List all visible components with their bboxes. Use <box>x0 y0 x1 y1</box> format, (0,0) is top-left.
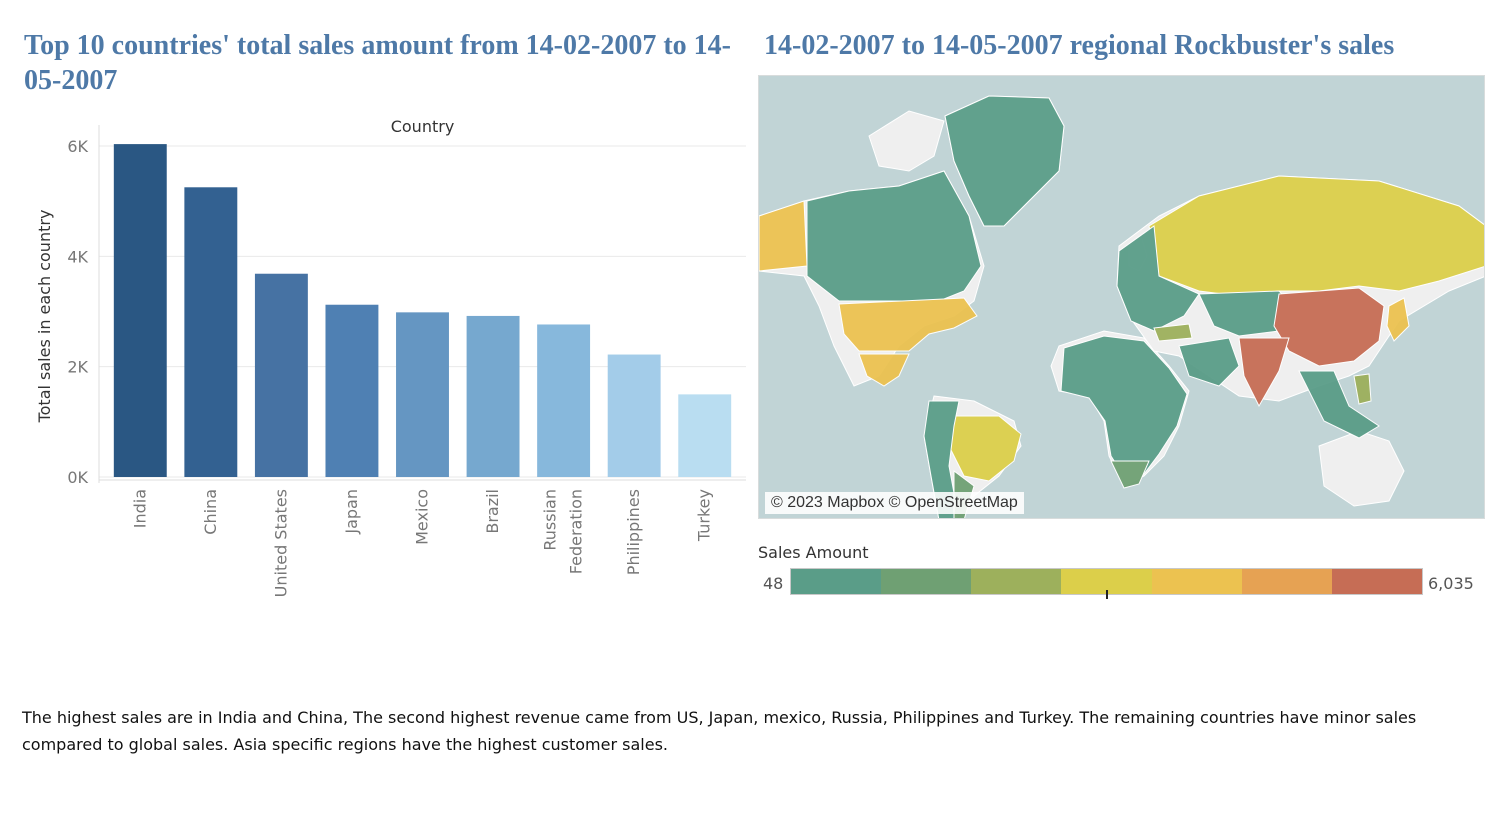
x-tick-label: Russian <box>541 489 560 551</box>
map-region-philippines <box>1353 373 1372 405</box>
y-tick-label: 0K <box>67 468 88 487</box>
summary-text: The highest sales are in India and China… <box>22 708 1417 754</box>
y-tick-label: 4K <box>67 247 88 266</box>
x-tick-label: Federation <box>567 489 586 574</box>
world-map <box>759 95 1484 518</box>
map-region-russia <box>1148 175 1484 297</box>
bar-chart: Country 0K 2K 4K 6K Total sales in each count… <box>35 117 746 597</box>
legend-swatch <box>1331 569 1422 594</box>
chart-heading: Country <box>391 117 455 136</box>
bar-chart-title: Top 10 countries' total sales amount fro… <box>24 30 731 96</box>
x-tick-label: Turkey <box>695 489 714 542</box>
bar-united-states <box>254 273 308 477</box>
x-tick-label: China <box>201 489 220 535</box>
y-tick-label: 6K <box>67 137 88 156</box>
bar-india <box>113 144 167 477</box>
x-tick-label: Brazil <box>483 489 502 534</box>
map-land-arctic-islands <box>868 110 945 172</box>
map-region-southeast-asia <box>1298 370 1380 439</box>
legend-swatch <box>971 569 1062 594</box>
legend-marker <box>1106 590 1108 599</box>
y-tick-label: 2K <box>67 358 88 377</box>
legend-title: Sales Amount <box>758 543 869 562</box>
bar-mexico <box>396 312 449 477</box>
map-land-australia <box>1318 430 1405 507</box>
map-region-turkey <box>1153 323 1193 342</box>
legend-max-label: 6,035 <box>1428 574 1474 593</box>
map-region-brazil <box>948 415 1022 482</box>
legend-color-ramp <box>790 568 1423 595</box>
x-tick-label: Japan <box>342 489 361 535</box>
map-region-africa <box>1060 335 1188 482</box>
legend-min-label: 48 <box>763 574 784 593</box>
map-title: 14-02-2007 to 14-05-2007 regional Rockbu… <box>764 30 1395 61</box>
map-region-middle-east <box>1178 337 1240 387</box>
map-region-europe <box>1116 225 1200 332</box>
legend-swatch <box>791 569 882 594</box>
bar-china <box>184 187 238 477</box>
map-region-alaska <box>759 200 808 272</box>
sales-map[interactable]: © 2023 Mapbox © OpenStreetMap <box>758 75 1485 519</box>
map-region-canada <box>806 170 982 302</box>
x-tick-label: Mexico <box>413 489 432 545</box>
y-axis-label: Total sales in each country <box>35 210 54 424</box>
x-tick-label: India <box>130 489 149 528</box>
x-tick-label: United States <box>271 489 290 597</box>
bar-japan <box>325 304 379 477</box>
map-region-united-states <box>838 297 978 352</box>
bar-philippines <box>607 354 661 477</box>
bar-russian-federation <box>537 324 591 477</box>
map-region-china <box>1273 287 1385 367</box>
map-region-south-america-west <box>923 400 960 518</box>
legend-swatch <box>1241 569 1332 594</box>
legend-swatch <box>1151 569 1242 594</box>
bar-turkey <box>678 394 732 477</box>
map-region-south-africa <box>1110 460 1150 489</box>
legend-swatch <box>1061 569 1152 594</box>
map-region-mexico <box>858 353 910 387</box>
map-region-japan <box>1386 297 1410 342</box>
map-attribution[interactable]: © 2023 Mapbox © OpenStreetMap <box>765 492 1024 514</box>
legend-swatch <box>881 569 972 594</box>
map-region-greenland <box>944 95 1065 227</box>
x-tick-label: Philippines <box>624 489 643 575</box>
map-region-india <box>1238 337 1290 408</box>
bar-brazil <box>466 315 520 477</box>
